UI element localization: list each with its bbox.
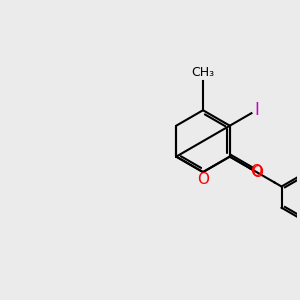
Text: O: O — [251, 165, 263, 180]
Text: CH₃: CH₃ — [191, 66, 214, 79]
Text: O: O — [250, 164, 262, 179]
Text: O: O — [197, 172, 209, 187]
Text: I: I — [255, 101, 260, 119]
